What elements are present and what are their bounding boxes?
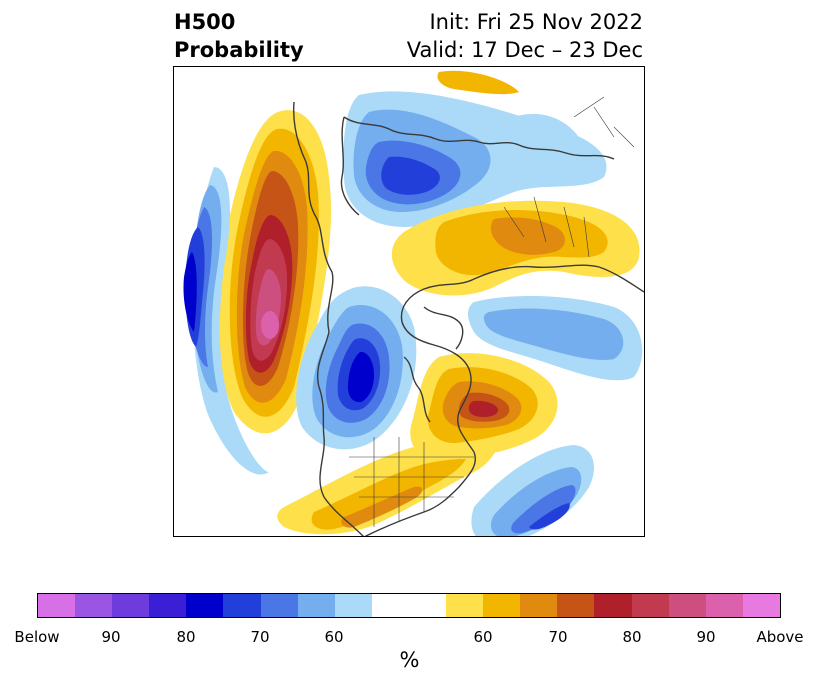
colorbar: [37, 593, 781, 618]
colorbar-segment: [38, 594, 76, 617]
probability-contour: [512, 113, 584, 157]
colorbar-segment: [557, 594, 595, 617]
colorbar-segment: [334, 594, 372, 617]
canada-trough-anomaly: [296, 286, 417, 450]
coastline: [400, 264, 600, 323]
coastline: [503, 196, 590, 258]
probability-contour: [311, 459, 466, 530]
colorbar-segment: [75, 594, 113, 617]
colorbar-unit: %: [399, 648, 420, 672]
map-dates: Init: Fri 25 Nov 2022 Valid: 17 Dec – 23…: [407, 8, 643, 64]
tick-label: 80: [176, 628, 196, 646]
tick-label: 90: [696, 628, 716, 646]
coastline: [317, 331, 364, 536]
polar-map-canvas: [183, 70, 644, 536]
colorbar-segment: [112, 594, 150, 617]
colorbar-segment: [483, 594, 521, 617]
valid-range: Valid: 17 Dec – 23 Dec: [406, 38, 643, 62]
siberia-ridge-anomaly: [391, 70, 640, 296]
coastline: [349, 456, 474, 498]
probability-contour: [468, 400, 499, 417]
colorbar-segment: [705, 594, 743, 617]
probability-contour: [183, 252, 197, 332]
probability-contour: [437, 70, 519, 95]
probability-contour: [261, 311, 279, 339]
coastline: [423, 306, 464, 350]
coastline: [401, 321, 475, 453]
coastline: [573, 96, 635, 148]
coastline: [373, 437, 425, 527]
colorbar-segment: [520, 594, 558, 617]
colorbar-segment: [742, 594, 780, 617]
colorbar-segment: [260, 594, 298, 617]
probability-map: [173, 66, 645, 537]
colorbar-segment: [631, 594, 669, 617]
tick-label: 90: [101, 628, 121, 646]
tick-label: Above: [756, 628, 804, 646]
init-date: Init: Fri 25 Nov 2022: [429, 10, 643, 34]
probability-contour: [490, 217, 566, 255]
coastline: [403, 356, 431, 423]
coastline: [292, 101, 334, 333]
tick-label: 70: [548, 628, 568, 646]
eastern-us-ridge: [277, 439, 498, 535]
colorbar-segment: [297, 594, 335, 617]
colorbar-segment: [408, 594, 447, 617]
probability-contour: [529, 503, 570, 530]
tick-label: Below: [14, 628, 60, 646]
map-title: H500 Probability: [174, 8, 304, 64]
colorbar-segment: [446, 594, 484, 617]
coastline: [518, 144, 615, 160]
coastline: [598, 266, 644, 293]
probability-contour: [490, 467, 582, 536]
probability-contour: [348, 351, 374, 403]
probability-contour: [511, 485, 576, 534]
colorbar-segment: [371, 594, 409, 617]
europe-trough-anomaly: [343, 91, 607, 227]
colorbar-segment: [223, 594, 261, 617]
greenland-ridge-anomaly: [410, 353, 558, 463]
west-pacific-trough: [183, 167, 269, 475]
title-product: Probability: [174, 38, 304, 62]
coastline: [364, 451, 476, 536]
colorbar-segment: [149, 594, 187, 617]
probability-contour: [381, 156, 440, 195]
pacific-ridge-anomaly: [218, 110, 332, 434]
colorbar-segment: [186, 594, 224, 617]
title-variable: H500: [174, 10, 236, 34]
colorbar-segment: [594, 594, 632, 617]
tick-label: 60: [324, 628, 344, 646]
tick-label: 60: [473, 628, 493, 646]
coastline: [340, 116, 360, 216]
north-pacific-trough-right: [468, 113, 643, 381]
tick-label: 70: [250, 628, 270, 646]
colorbar-ticks: Below 90 80 70 60 60 70 80 90 Above: [0, 628, 819, 648]
atlantic-trough-anomaly: [471, 445, 594, 536]
colorbar-segment: [668, 594, 706, 617]
probability-contour: [483, 308, 624, 360]
coastline: [343, 116, 520, 146]
tick-label: 80: [622, 628, 642, 646]
coastlines: [292, 96, 644, 536]
